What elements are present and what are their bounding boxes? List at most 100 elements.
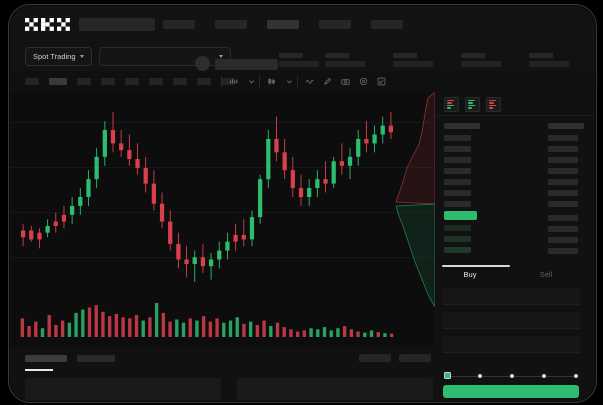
ask-row[interactable] bbox=[444, 190, 471, 196]
slider-step-100[interactable] bbox=[574, 373, 578, 378]
pair-avatar bbox=[195, 56, 210, 71]
timeframe-2[interactable] bbox=[77, 78, 91, 85]
device-frame: Spot Trading bbox=[8, 4, 597, 403]
nav-search-input[interactable] bbox=[79, 18, 155, 31]
wave-icon[interactable] bbox=[305, 77, 314, 86]
bid-qty[interactable] bbox=[548, 237, 578, 243]
slider-step-25[interactable] bbox=[478, 373, 482, 378]
orderbook-both-icon[interactable] bbox=[444, 97, 459, 112]
price-chart-panel[interactable] bbox=[11, 92, 436, 347]
ask-row[interactable] bbox=[444, 146, 471, 152]
camera-icon[interactable] bbox=[341, 77, 350, 86]
orders-action-1[interactable] bbox=[399, 354, 431, 362]
buy-tab-underline bbox=[442, 265, 510, 267]
okx-logo[interactable] bbox=[25, 18, 71, 31]
ask-row[interactable] bbox=[444, 168, 471, 174]
order-book-panel bbox=[435, 92, 594, 260]
order-price-field[interactable] bbox=[442, 288, 580, 305]
stat-value bbox=[393, 61, 433, 67]
fullscreen-icon[interactable] bbox=[377, 77, 386, 86]
timeframe-3[interactable] bbox=[101, 78, 115, 85]
toolbar-divider bbox=[259, 76, 260, 87]
timeframe-8[interactable] bbox=[221, 78, 235, 85]
stat-block-4 bbox=[529, 53, 575, 67]
order-total-field[interactable] bbox=[442, 336, 580, 353]
bid-row[interactable] bbox=[444, 236, 471, 242]
bid-qty[interactable] bbox=[548, 248, 578, 254]
indicators-icon[interactable] bbox=[229, 77, 238, 86]
stat-block-2 bbox=[393, 53, 439, 67]
nav-item-0[interactable] bbox=[163, 20, 195, 29]
chart-tools-right bbox=[305, 77, 386, 86]
orders-panel bbox=[11, 347, 435, 400]
timeframe-6[interactable] bbox=[173, 78, 187, 85]
buy-sell-tabs: Buy Sell bbox=[435, 265, 594, 285]
stat-block-0 bbox=[279, 53, 325, 67]
order-book-col-header bbox=[444, 123, 480, 129]
toolbar-divider bbox=[297, 76, 298, 87]
ask-qty[interactable] bbox=[548, 201, 578, 207]
slider-handle[interactable] bbox=[444, 372, 451, 379]
ask-qty[interactable] bbox=[548, 168, 578, 174]
volume-bars bbox=[20, 303, 394, 337]
bid-qty[interactable] bbox=[548, 226, 578, 232]
order-book-divider bbox=[435, 115, 594, 116]
timeframe-0[interactable] bbox=[25, 78, 39, 85]
ask-qty[interactable] bbox=[548, 179, 578, 185]
orderbook-sell-icon[interactable] bbox=[486, 97, 501, 112]
orders-tab-1[interactable] bbox=[77, 355, 115, 362]
ask-qty[interactable] bbox=[548, 146, 578, 152]
bid-row[interactable] bbox=[444, 225, 471, 231]
timeframe-group bbox=[25, 78, 235, 85]
settings-icon[interactable] bbox=[359, 77, 368, 86]
chart-tools-mid bbox=[267, 77, 294, 86]
orders-panel-right bbox=[237, 378, 433, 400]
chart-gridlines bbox=[11, 92, 435, 347]
best-price-highlight[interactable] bbox=[444, 211, 477, 220]
candlestick-series bbox=[20, 112, 394, 282]
timeframe-4[interactable] bbox=[125, 78, 139, 85]
place-order-button[interactable] bbox=[443, 385, 579, 398]
chevron-down-icon[interactable] bbox=[247, 77, 256, 86]
slider-step-50[interactable] bbox=[510, 373, 514, 378]
ask-qty[interactable] bbox=[548, 135, 578, 141]
ask-row[interactable] bbox=[444, 157, 471, 163]
stat-value bbox=[461, 61, 501, 67]
depth-chart-overlay bbox=[395, 92, 435, 307]
ask-row[interactable] bbox=[444, 179, 471, 185]
trading-mode-selector[interactable]: Spot Trading bbox=[25, 47, 92, 66]
order-amount-field[interactable] bbox=[442, 312, 580, 329]
nav-item-4[interactable] bbox=[371, 20, 403, 29]
timeframe-7[interactable] bbox=[197, 78, 211, 85]
pair-selector[interactable] bbox=[99, 47, 231, 66]
nav-item-1[interactable] bbox=[215, 20, 247, 29]
stat-label bbox=[461, 53, 485, 58]
chevron-down-icon bbox=[79, 55, 84, 58]
bid-qty[interactable] bbox=[548, 215, 578, 221]
market-stats bbox=[279, 53, 575, 67]
pencil-icon[interactable] bbox=[323, 77, 332, 86]
bid-row[interactable] bbox=[444, 247, 471, 253]
timeframe-1[interactable] bbox=[49, 78, 67, 85]
ask-qty[interactable] bbox=[548, 157, 578, 163]
tab-sell[interactable]: Sell bbox=[539, 270, 553, 279]
orders-panel-left bbox=[25, 378, 221, 400]
nav-item-3[interactable] bbox=[319, 20, 351, 29]
chevron-down-icon[interactable] bbox=[285, 77, 294, 86]
ask-row[interactable] bbox=[444, 135, 471, 141]
slider-step-75[interactable] bbox=[542, 373, 546, 378]
ask-row[interactable] bbox=[444, 201, 471, 207]
orderbook-buy-icon[interactable] bbox=[465, 97, 480, 112]
chart-toolbar bbox=[11, 71, 594, 93]
timeframe-5[interactable] bbox=[149, 78, 163, 85]
orders-tab-0[interactable] bbox=[25, 355, 67, 362]
stat-label bbox=[529, 53, 553, 58]
tab-buy[interactable]: Buy bbox=[463, 270, 477, 279]
nav-item-2[interactable] bbox=[267, 20, 299, 29]
stat-value bbox=[325, 61, 365, 67]
active-tab-underline bbox=[25, 369, 53, 371]
orders-action-0[interactable] bbox=[359, 354, 391, 362]
ask-qty[interactable] bbox=[548, 190, 578, 196]
top-navigation-bar bbox=[11, 7, 594, 41]
chart-type-icon[interactable] bbox=[267, 77, 276, 86]
